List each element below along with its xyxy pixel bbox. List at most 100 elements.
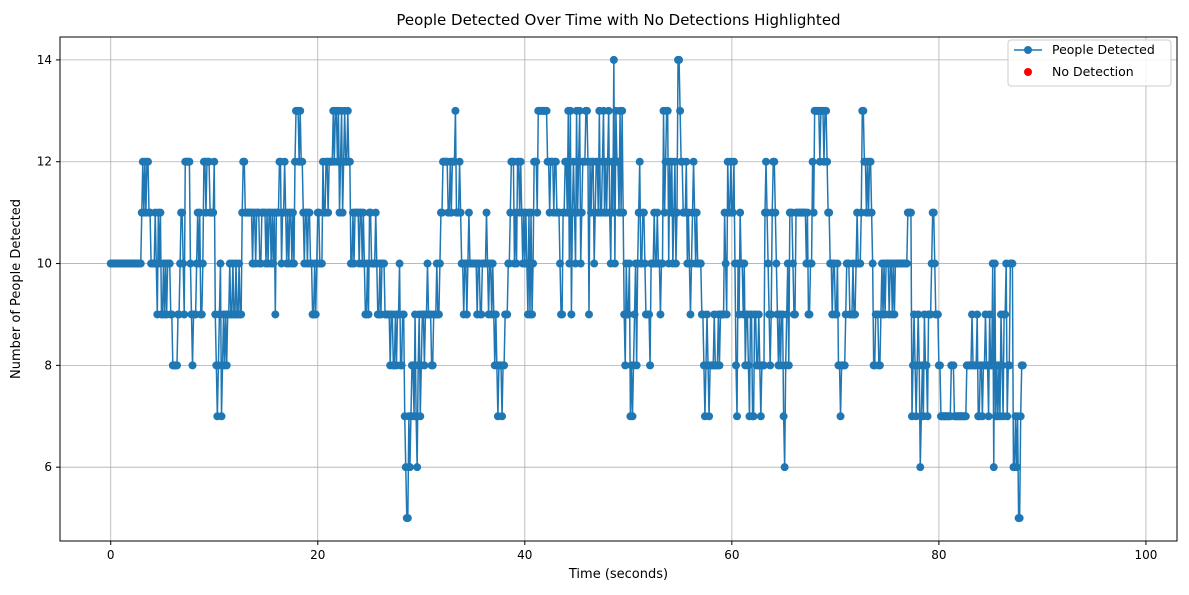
data-point [395,259,404,268]
data-point [317,259,326,268]
data-point [397,361,406,370]
data-point [527,208,536,217]
y-tick-label: 12 [37,155,52,169]
data-point [311,310,320,319]
data-point [749,412,758,421]
y-axis-label: Number of People Detected [9,199,24,379]
data-point [867,208,876,217]
data-point [729,157,738,166]
y-tick-label: 6 [44,460,52,474]
data-point [428,361,437,370]
data-point [875,361,884,370]
data-point [289,259,298,268]
data-point [522,259,531,268]
data-point [216,259,225,268]
data-point [740,259,749,268]
data-point [435,259,444,268]
data-point [288,208,297,217]
data-point [577,208,586,217]
data-point [1008,259,1017,268]
x-tick-label: 40 [517,548,532,562]
data-point [728,208,737,217]
data-point [656,310,665,319]
data-point [658,259,667,268]
data-point [832,310,841,319]
data-point [984,412,993,421]
data-point [973,310,982,319]
data-point [185,157,194,166]
data-point [512,259,521,268]
data-point [498,412,507,421]
data-point [551,157,560,166]
data-point [822,106,831,115]
data-point [682,157,691,166]
data-point [477,310,486,319]
data-point [610,259,619,268]
data-point [345,157,354,166]
data-point [770,157,779,166]
data-point [990,259,999,268]
data-point [756,412,765,421]
data-point [949,361,958,370]
data-point [434,310,443,319]
data-point [764,259,773,268]
data-point [217,412,226,421]
data-point [759,361,768,370]
data-point [296,106,305,115]
data-point [628,412,637,421]
data-point [780,463,789,472]
data-point [902,259,911,268]
data-point [209,208,218,217]
data-point [482,208,491,217]
data-point [645,310,654,319]
data-point [1015,514,1024,523]
data-point [671,259,680,268]
data-point [705,412,714,421]
data-point [766,361,775,370]
data-point [609,55,618,64]
data-point [784,361,793,370]
data-point [529,259,538,268]
data-point [240,157,249,166]
y-tick-label: 14 [37,53,52,67]
data-point [604,106,613,115]
data-point [371,208,380,217]
data-point [836,412,845,421]
data-point [809,208,818,217]
data-point [582,106,591,115]
data-point [823,157,832,166]
data-point [178,208,187,217]
data-point [565,259,574,268]
x-axis-label: Time (seconds) [568,567,668,582]
data-point [298,157,307,166]
data-point [866,157,875,166]
data-point [825,208,834,217]
data-point [618,106,627,115]
data-point [721,259,730,268]
data-point [528,310,537,319]
data-point [558,310,567,319]
data-point [808,157,817,166]
data-point [989,463,998,472]
data-point [890,310,899,319]
data-point [186,259,195,268]
data-point [516,157,525,166]
data-point [359,208,368,217]
data-point [491,310,500,319]
data-point [1016,412,1025,421]
chart-title: People Detected Over Time with No Detect… [396,11,840,29]
data-point [805,310,814,319]
data-point [195,208,204,217]
data-point [914,310,923,319]
data-point [779,412,788,421]
data-point [754,310,763,319]
data-point [556,259,565,268]
legend-marker-no-detection [1024,68,1032,76]
data-point [672,208,681,217]
data-point [500,361,509,370]
data-point [416,412,425,421]
data-point [271,310,280,319]
data-point [744,361,753,370]
data-point [788,259,797,268]
